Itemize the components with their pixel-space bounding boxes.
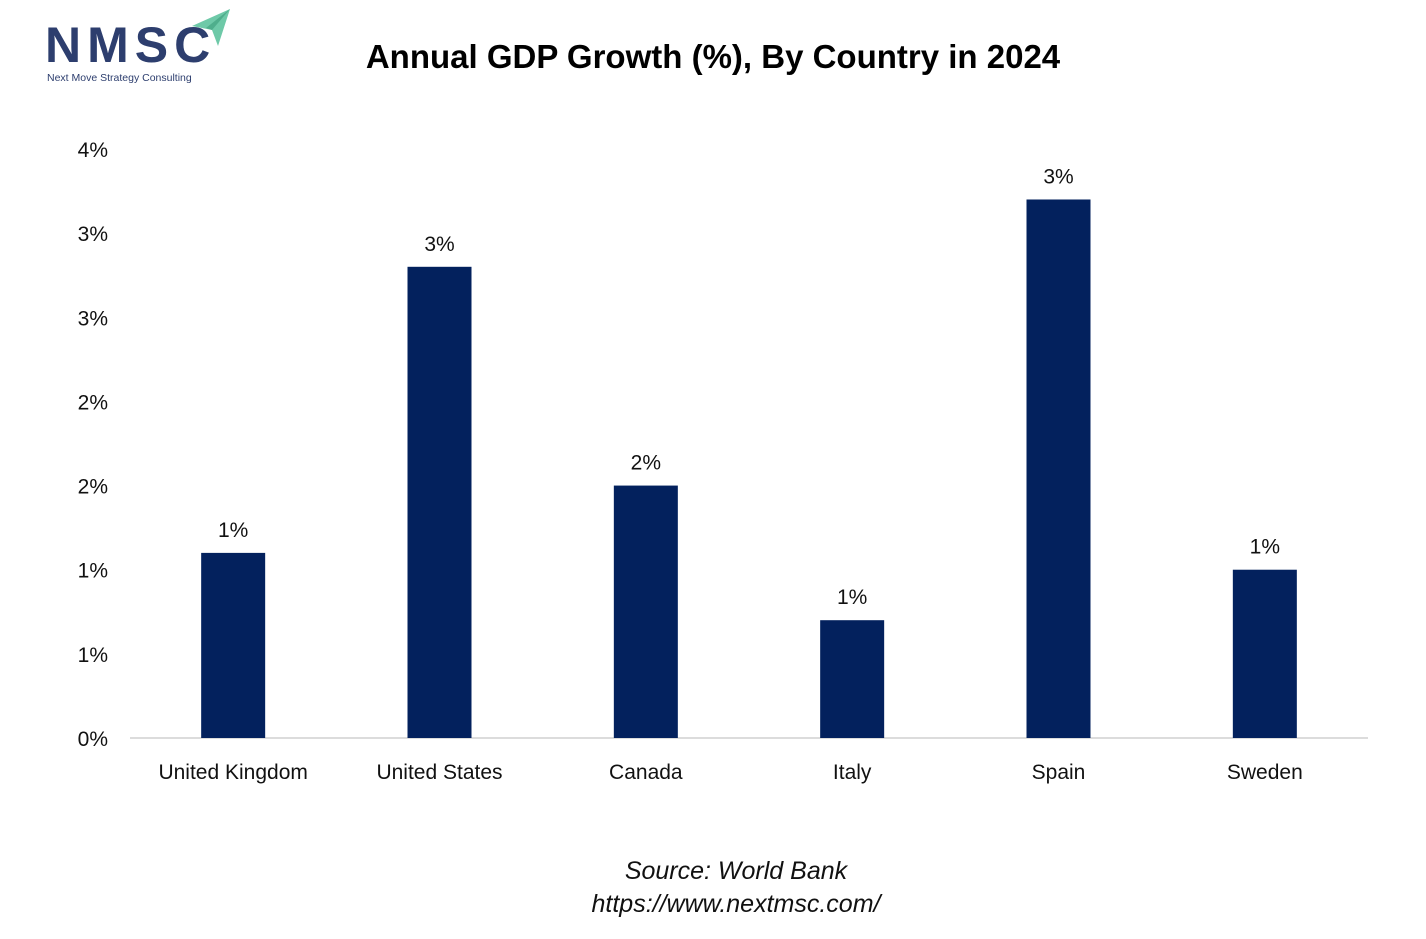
bar (613, 485, 678, 738)
source-note: Source: World Bank (624, 857, 848, 885)
logo-text: NMSC (45, 17, 217, 73)
y-tick-label: 3% (78, 223, 108, 246)
x-tick-label: United States (376, 761, 502, 784)
x-tick-label: Canada (609, 761, 683, 784)
bar (1026, 199, 1091, 738)
y-tick-label: 2% (78, 391, 108, 414)
y-tick-label: 2% (78, 476, 108, 499)
y-tick-label: 1% (78, 560, 108, 583)
bar (407, 266, 472, 738)
y-tick-label: 0% (78, 728, 108, 751)
source-url: https://www.nextmsc.com/ (591, 890, 881, 918)
y-tick-label: 4% (78, 139, 108, 162)
y-tick-label: 1% (78, 644, 108, 667)
data-label: 2% (631, 452, 661, 475)
x-tick-label: United Kingdom (158, 761, 307, 784)
x-tick-label: Sweden (1227, 761, 1303, 784)
data-label: 3% (424, 233, 454, 256)
y-tick-label: 3% (78, 307, 108, 330)
bar (201, 552, 266, 738)
chart-title: Annual GDP Growth (%), By Country in 202… (365, 38, 1061, 75)
x-tick-label: Italy (833, 761, 872, 784)
data-label: 1% (218, 519, 248, 542)
data-label: 1% (1250, 536, 1280, 559)
data-label: 1% (837, 586, 867, 609)
nmsc-logo: NMSC Next Move Strategy Consulting (40, 6, 240, 90)
x-tick-label: Spain (1032, 761, 1086, 784)
data-label: 3% (1043, 165, 1073, 188)
paper-plane-icon (192, 9, 230, 46)
bar (1232, 569, 1297, 738)
bar (820, 620, 885, 738)
logo-subtitle: Next Move Strategy Consulting (47, 72, 192, 84)
